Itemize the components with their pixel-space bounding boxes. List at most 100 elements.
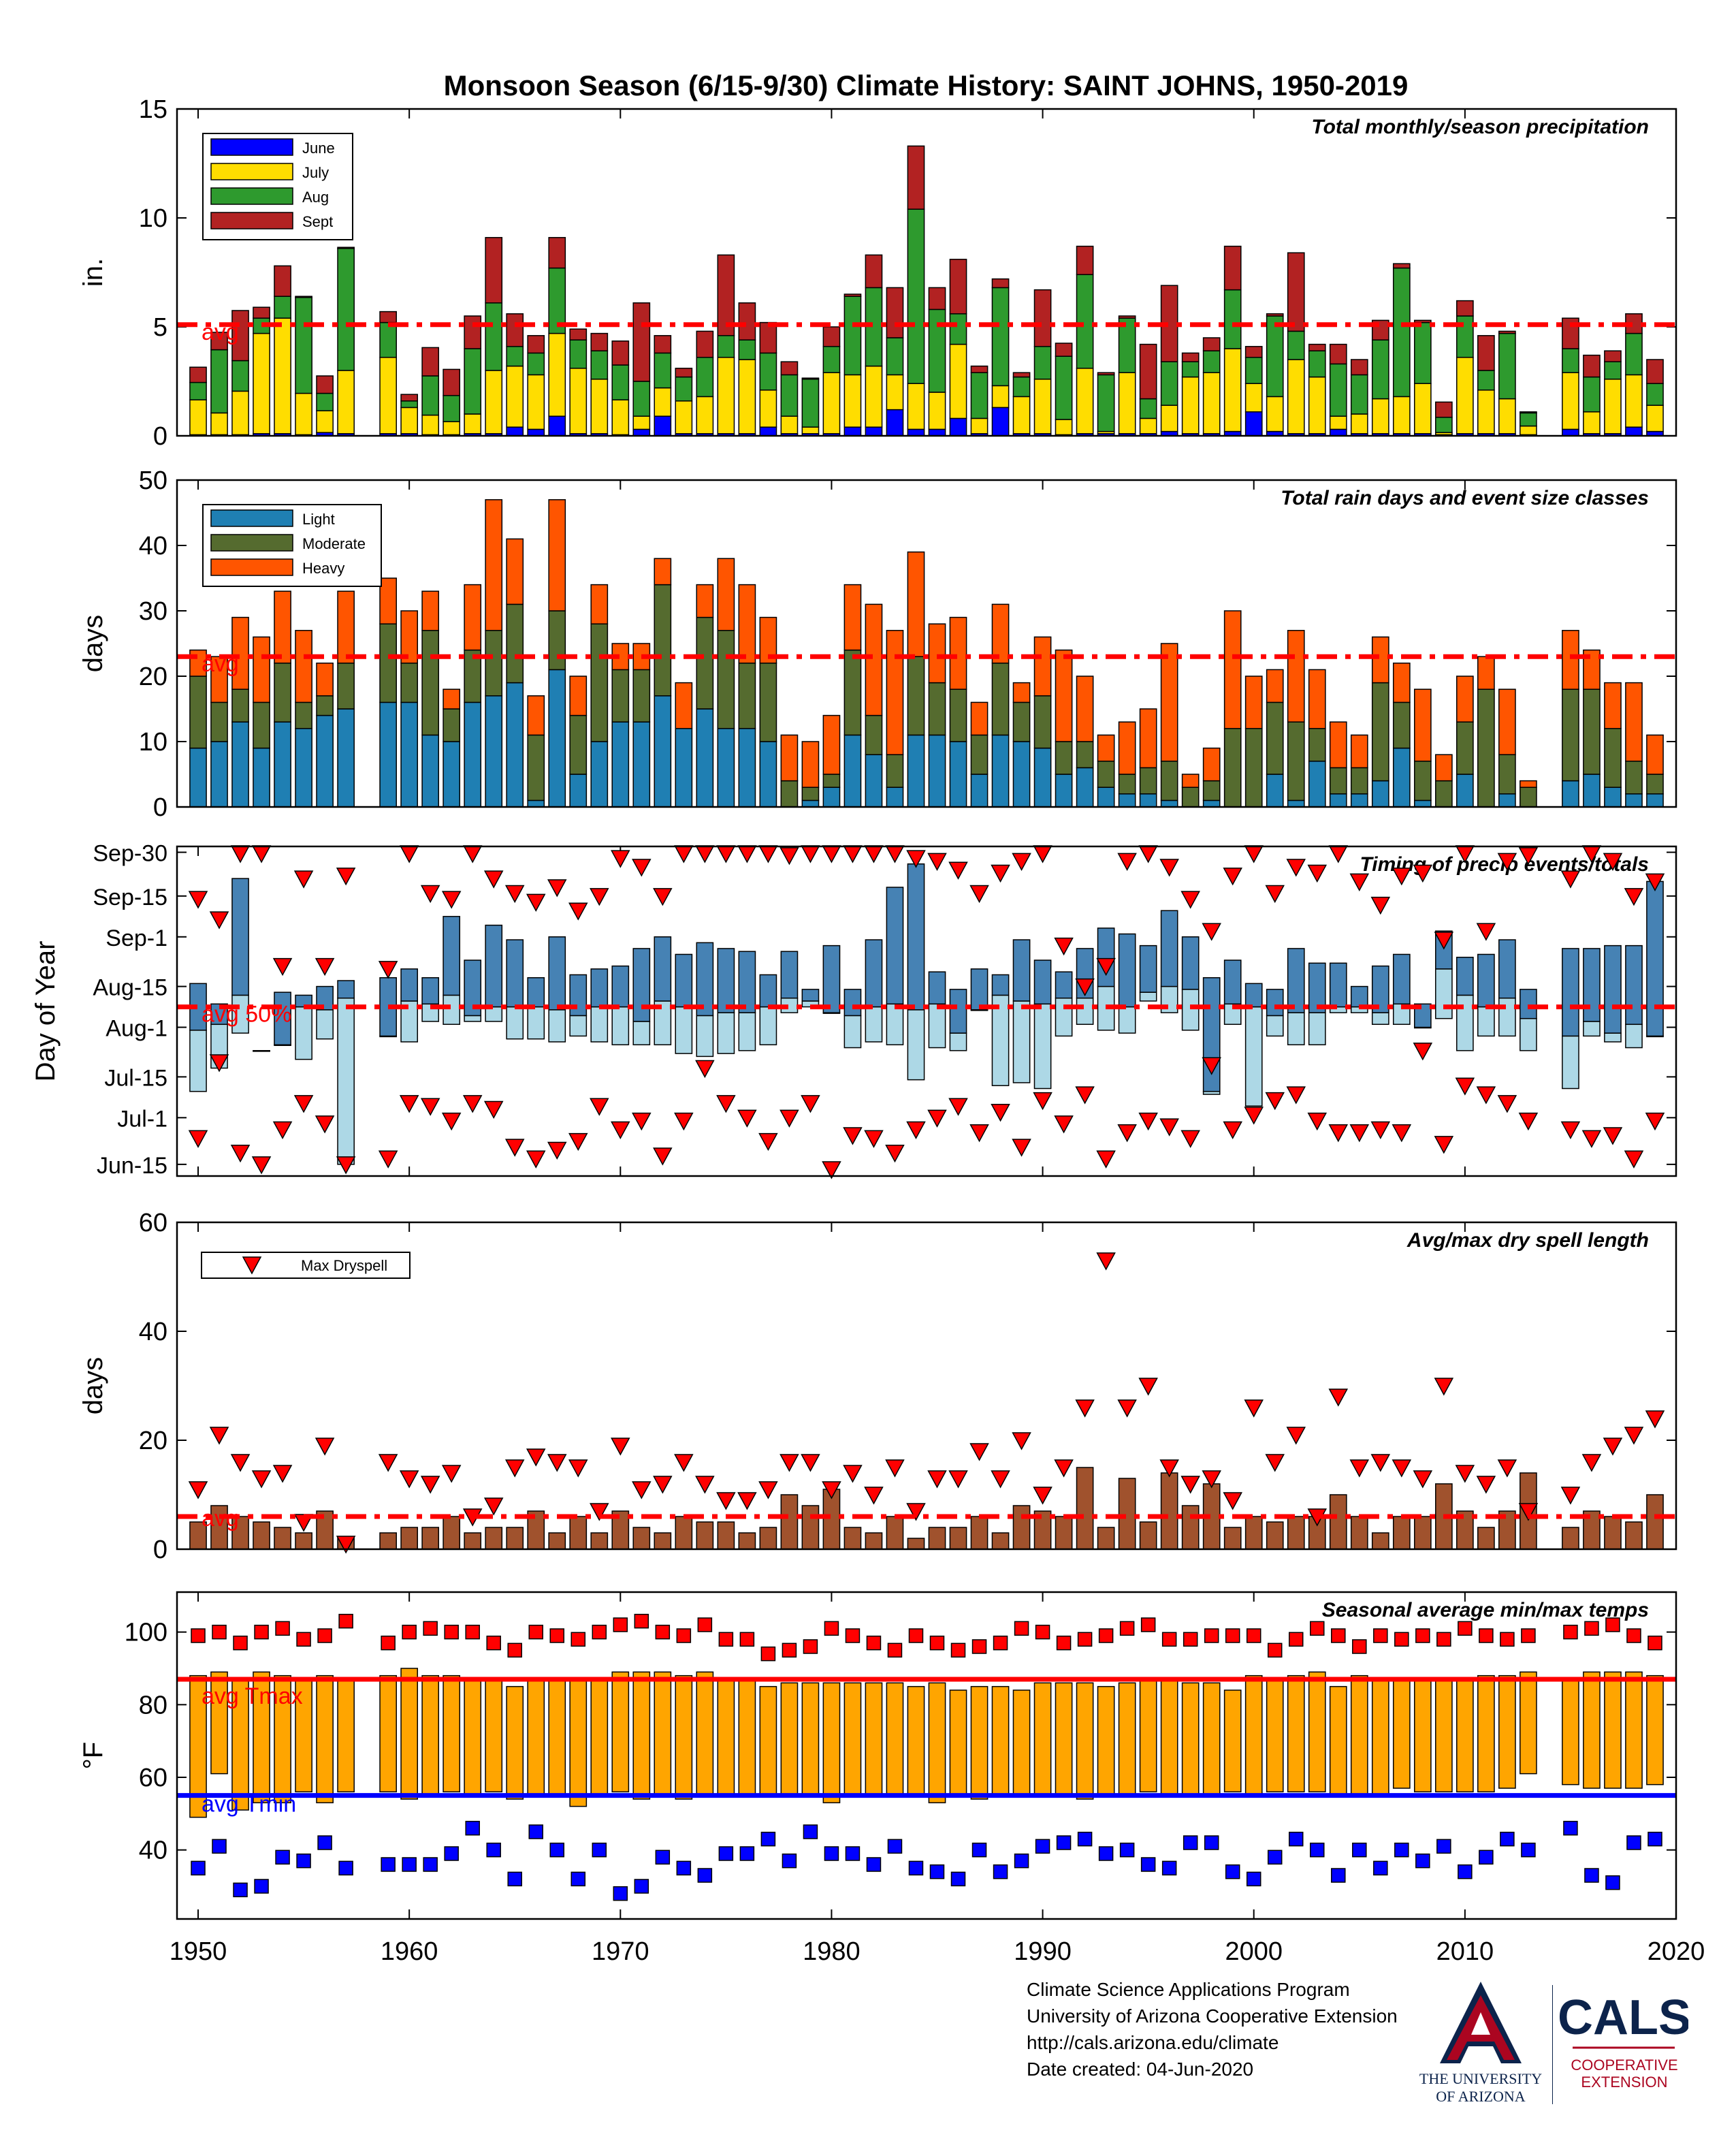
bar-july xyxy=(590,379,609,434)
bar-july xyxy=(253,332,270,434)
max-temp-marker xyxy=(676,1628,692,1643)
bar-heavy xyxy=(696,584,714,618)
bar-avg-dryspell xyxy=(738,1532,756,1550)
bar-moderate xyxy=(1562,688,1579,782)
bar-heavy xyxy=(485,499,503,631)
timing-marker-late xyxy=(590,888,609,906)
min-temp-marker xyxy=(254,1879,269,1894)
bar-heavy xyxy=(1392,663,1411,703)
timing-marker-late xyxy=(1560,870,1581,889)
bar-moderate xyxy=(379,623,397,703)
max-dryspell-marker xyxy=(315,1438,335,1456)
bar-sept xyxy=(1055,343,1073,357)
temp-bar xyxy=(443,1674,461,1793)
min-temp-marker xyxy=(233,1882,248,1898)
timing-marker-early xyxy=(251,1156,272,1175)
timing-marker-early xyxy=(188,1130,208,1148)
bar-aug xyxy=(822,346,841,373)
bar-sept xyxy=(295,296,312,298)
bar-avg-dryspell xyxy=(1371,1532,1389,1550)
y-tick-label: 40 xyxy=(139,532,167,560)
min-temp-marker xyxy=(866,1857,882,1872)
bar-sept xyxy=(949,259,967,315)
bar-july xyxy=(1520,425,1537,436)
min-temp-marker xyxy=(1183,1835,1198,1850)
min-temp-marker xyxy=(296,1853,311,1869)
credits-date: Date created: 04-Jun-2020 xyxy=(1027,2059,1254,2080)
bar-heavy xyxy=(865,603,883,716)
bar-heavy xyxy=(337,590,355,664)
bar-avg-dryspell xyxy=(1223,1527,1242,1550)
bar-july xyxy=(443,421,461,436)
timing-marker-early xyxy=(1370,1121,1391,1140)
bar-sept xyxy=(717,254,735,336)
max-temp-marker xyxy=(1161,1632,1177,1647)
max-dryspell-marker xyxy=(1392,1459,1412,1478)
temp-bar xyxy=(1308,1671,1326,1793)
timing-bar-late xyxy=(527,977,545,1008)
max-dryspell-marker xyxy=(969,1443,989,1461)
bar-aug xyxy=(506,346,524,367)
plot-area xyxy=(177,1222,1676,1549)
credits-url[interactable]: http://cals.arizona.edu/climate xyxy=(1027,2032,1279,2053)
temp-bar xyxy=(274,1674,291,1804)
min-temp-marker xyxy=(549,1842,565,1858)
bar-sept xyxy=(865,254,883,289)
bar-moderate xyxy=(506,603,524,684)
max-temp-marker xyxy=(1098,1628,1114,1643)
bar-july xyxy=(611,399,630,436)
bar-june xyxy=(1625,426,1643,436)
y-tick-label: 60 xyxy=(139,1764,167,1792)
min-temp-marker xyxy=(824,1846,839,1861)
timing-bar-late xyxy=(970,968,988,1011)
bar-moderate xyxy=(253,701,270,749)
bar-light xyxy=(886,787,904,808)
bar-july xyxy=(1329,415,1347,430)
bar-light xyxy=(1012,741,1031,808)
bar-light xyxy=(1287,799,1305,808)
timing-marker-late xyxy=(1370,896,1391,915)
bar-heavy xyxy=(780,734,799,782)
max-temp-marker xyxy=(887,1642,903,1658)
max-temp-marker xyxy=(655,1624,671,1640)
max-dryspell-marker xyxy=(483,1497,504,1516)
timing-bar-late xyxy=(759,974,777,1008)
bar-june xyxy=(1329,428,1347,436)
bar-july xyxy=(1160,404,1178,432)
bar-light xyxy=(1266,774,1284,808)
timing-marker-early xyxy=(1286,1086,1306,1105)
bar-moderate xyxy=(1223,728,1242,808)
bar-july xyxy=(548,332,566,417)
bar-avg-dryspell xyxy=(548,1532,566,1550)
bar-avg-dryspell xyxy=(1413,1516,1432,1550)
bar-moderate xyxy=(1625,761,1643,795)
bar-heavy xyxy=(654,558,672,586)
bar-heavy xyxy=(1181,774,1200,788)
max-dryspell-marker xyxy=(737,1492,757,1510)
max-temp-marker xyxy=(1246,1628,1261,1643)
bar-sept xyxy=(1392,263,1411,269)
temp-bar xyxy=(1244,1674,1263,1796)
bar-aug xyxy=(1498,332,1516,400)
bar-july xyxy=(316,410,334,433)
bar-sept xyxy=(527,335,545,354)
min-temp-marker xyxy=(760,1831,776,1847)
bar-light xyxy=(1413,799,1432,808)
bar-moderate xyxy=(759,663,777,742)
plot-frame xyxy=(176,845,1677,1177)
panel-annotation: Avg/max dry spell length xyxy=(1407,1229,1649,1252)
bar-moderate xyxy=(1244,728,1263,808)
bar-heavy xyxy=(970,701,988,736)
bar-avg-dryspell xyxy=(654,1532,672,1550)
max-temp-marker xyxy=(486,1635,501,1651)
min-temp-marker xyxy=(950,1871,966,1887)
bar-heavy xyxy=(1625,682,1643,762)
bar-moderate xyxy=(1266,701,1284,775)
min-temp-marker xyxy=(908,1860,924,1876)
timing-marker-late xyxy=(948,861,968,880)
y-axis-label: days xyxy=(78,1357,108,1415)
bar-light xyxy=(1625,793,1643,808)
bar-heavy xyxy=(928,623,946,684)
max-dryspell-marker xyxy=(568,1459,588,1478)
bar-aug xyxy=(1097,374,1115,432)
